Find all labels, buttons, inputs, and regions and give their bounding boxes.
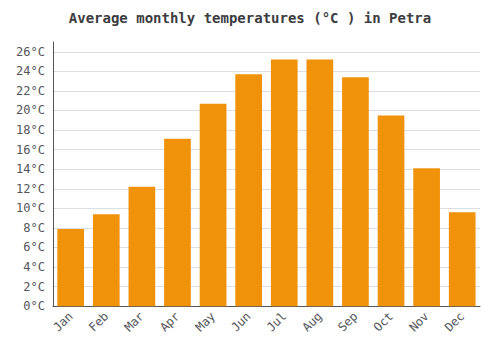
- svg-text:20°C: 20°C: [16, 103, 45, 117]
- svg-text:6°C: 6°C: [23, 240, 45, 254]
- svg-text:Jan: Jan: [50, 309, 75, 334]
- svg-text:Sep: Sep: [335, 309, 360, 334]
- svg-text:Average monthly temperatures (: Average monthly temperatures (°C ) in Pe…: [69, 10, 431, 26]
- svg-text:Nov: Nov: [406, 309, 431, 334]
- svg-text:22°C: 22°C: [16, 84, 45, 98]
- svg-text:Mar: Mar: [122, 309, 147, 334]
- svg-text:May: May: [193, 309, 218, 334]
- svg-text:16°C: 16°C: [16, 143, 45, 157]
- svg-text:12°C: 12°C: [16, 182, 45, 196]
- svg-text:Aug: Aug: [300, 309, 325, 334]
- svg-text:2°C: 2°C: [23, 280, 45, 294]
- svg-text:26°C: 26°C: [16, 45, 45, 59]
- svg-text:4°C: 4°C: [23, 260, 45, 274]
- svg-text:Jun: Jun: [228, 309, 253, 334]
- svg-text:14°C: 14°C: [16, 162, 45, 176]
- svg-text:Jul: Jul: [264, 309, 289, 334]
- svg-text:18°C: 18°C: [16, 123, 45, 137]
- svg-text:Apr: Apr: [157, 309, 182, 334]
- svg-text:10°C: 10°C: [16, 201, 45, 215]
- svg-text:Oct: Oct: [371, 309, 396, 334]
- svg-text:Dec: Dec: [442, 309, 467, 334]
- svg-text:Feb: Feb: [86, 309, 111, 334]
- svg-text:24°C: 24°C: [16, 64, 45, 78]
- svg-text:8°C: 8°C: [23, 221, 45, 235]
- svg-text:0°C: 0°C: [23, 299, 45, 313]
